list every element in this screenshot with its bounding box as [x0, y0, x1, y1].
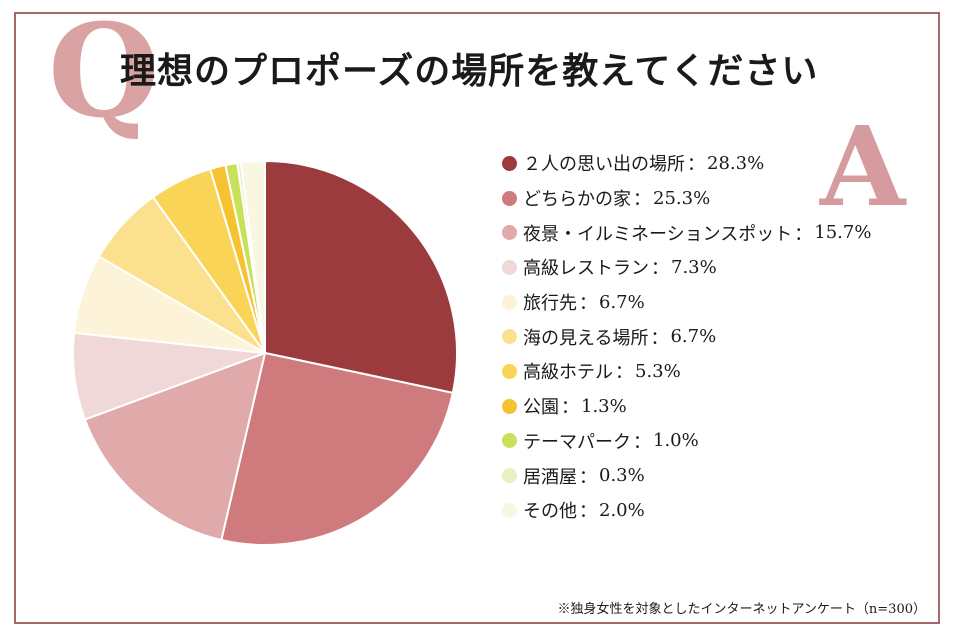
- legend-item: 旅行先： 6.7%: [502, 285, 871, 320]
- legend-swatch: [502, 433, 517, 449]
- legend-value: 6.7%: [670, 326, 717, 348]
- legend-value: 6.7%: [599, 291, 645, 313]
- survey-footnote: ※独身女性を対象としたインターネットアンケート（n=300）: [557, 602, 926, 617]
- legend-label: 公園: [523, 397, 559, 419]
- legend-value: 15.7%: [814, 222, 872, 244]
- legend-item: その他： 2.0%: [502, 493, 871, 528]
- legend-separator: ：: [579, 293, 597, 315]
- legend-swatch: [502, 502, 517, 518]
- pie-slice-2: [83, 351, 267, 542]
- legend-value: 7.3%: [671, 256, 717, 278]
- legend-swatch: [502, 398, 517, 414]
- legend-label: 旅行先: [523, 293, 577, 315]
- legend-separator: ：: [579, 501, 597, 523]
- question-letter: Q: [48, 0, 160, 147]
- legend-value: 28.3%: [707, 152, 765, 174]
- legend-swatch: [502, 468, 517, 484]
- legend-separator: ：: [651, 258, 669, 280]
- legend-item: ２人の思い出の場所： 28.3%: [502, 146, 871, 181]
- chart-frame: [14, 12, 940, 624]
- legend-item: 居酒屋： 0.3%: [502, 458, 871, 493]
- legend-label: 居酒屋: [523, 466, 577, 488]
- legend-label: 海の見える場所: [523, 327, 649, 349]
- legend-value: 0.3%: [599, 465, 645, 487]
- legend-separator: ：: [579, 466, 597, 488]
- legend-swatch: [502, 329, 517, 345]
- legend-swatch: [502, 155, 517, 171]
- legend-item: 公園： 1.3%: [502, 389, 871, 424]
- pie-chart: [72, 159, 458, 546]
- legend-value: 1.0%: [653, 430, 699, 452]
- legend-swatch: [502, 190, 517, 206]
- legend-label: 高級ホテル: [523, 362, 613, 384]
- legend-swatch: [502, 363, 517, 379]
- legend-item: 海の見える場所： 6.7%: [502, 319, 871, 354]
- legend-item: 高級ホテル： 5.3%: [502, 354, 871, 389]
- pie-slice-10: [239, 159, 266, 354]
- answer-letter: A: [820, 102, 906, 231]
- legend-separator: ：: [650, 327, 669, 349]
- chart-legend: ２人の思い出の場所： 28.3% どちらかの家： 25.3% 夜景・イルミネーションスポ…: [502, 146, 871, 528]
- legend-swatch: [502, 259, 517, 275]
- legend-label: その他: [523, 501, 577, 523]
- legend-swatch: [502, 225, 517, 241]
- legend-value: 2.0%: [599, 499, 645, 521]
- legend-separator: ：: [633, 189, 651, 211]
- legend-item: 夜景・イルミネーションスポット： 15.7%: [502, 215, 871, 250]
- pie-slice-1: [220, 351, 455, 546]
- legend-label: ２人の思い出の場所: [523, 154, 685, 176]
- legend-value: 5.3%: [635, 360, 681, 382]
- legend-label: テーマパーク: [523, 431, 631, 453]
- legend-swatch: [502, 294, 517, 310]
- legend-separator: ：: [687, 154, 705, 176]
- legend-item: どちらかの家： 25.3%: [502, 181, 871, 216]
- page-title: 理想のプロポーズの場所を教えてください: [120, 50, 819, 92]
- legend-label: 夜景・イルミネーションスポット: [523, 223, 793, 245]
- legend-separator: ：: [615, 362, 633, 384]
- legend-item: 高級レストラン： 7.3%: [502, 250, 871, 285]
- pie-slice-0: [264, 159, 458, 395]
- legend-value: 1.3%: [581, 395, 627, 417]
- legend-label: 高級レストラン: [523, 258, 649, 280]
- legend-separator: ：: [561, 397, 579, 419]
- legend-separator: ：: [794, 223, 813, 245]
- legend-value: 25.3%: [653, 187, 711, 209]
- legend-item: テーマパーク： 1.0%: [502, 424, 871, 459]
- legend-separator: ：: [633, 431, 651, 453]
- legend-label: どちらかの家: [523, 189, 631, 211]
